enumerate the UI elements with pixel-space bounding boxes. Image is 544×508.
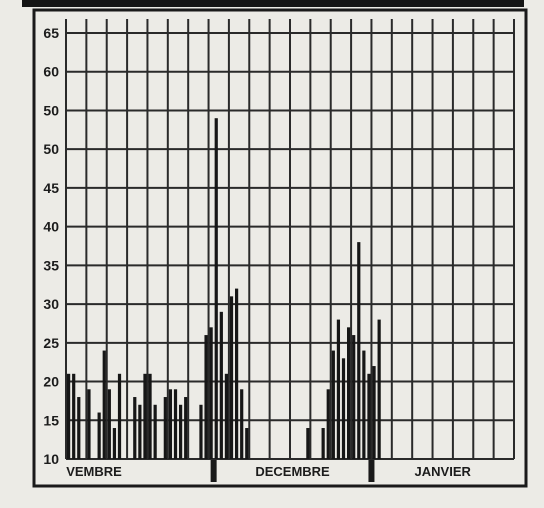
day-bar xyxy=(377,319,381,459)
month-separator xyxy=(210,460,217,482)
day-bar xyxy=(168,389,173,459)
y-tick-label: 40 xyxy=(43,219,59,235)
day-bar xyxy=(306,428,310,459)
day-bar xyxy=(331,350,335,459)
day-bar xyxy=(87,389,91,459)
day-bar xyxy=(219,311,223,459)
day-bar xyxy=(112,428,117,459)
y-tick-label: 65 xyxy=(43,25,59,41)
day-bar xyxy=(179,404,183,459)
day-bar xyxy=(138,404,142,459)
day-bar xyxy=(326,389,330,459)
day-bar xyxy=(245,428,249,459)
day-bar xyxy=(77,397,81,459)
day-bar xyxy=(347,327,351,459)
y-axis-tick-labels: 10 15 20 25 30 35 40 45 50 50 60 65 xyxy=(43,25,59,467)
y-tick-label: 20 xyxy=(43,374,59,390)
chart-bars xyxy=(67,118,381,459)
chart-grid xyxy=(65,19,515,460)
y-tick-label: 35 xyxy=(43,257,59,273)
day-bar xyxy=(362,350,366,459)
y-tick-label: 45 xyxy=(43,180,59,196)
y-tick-label: 30 xyxy=(43,296,59,312)
y-tick-label: 60 xyxy=(43,64,59,80)
day-bar xyxy=(321,428,325,459)
month-separator xyxy=(368,460,375,482)
day-bar xyxy=(341,358,346,459)
top-banner xyxy=(22,0,524,7)
day-bar xyxy=(352,335,356,459)
day-bar xyxy=(367,373,371,459)
day-bar xyxy=(224,373,229,459)
y-tick-label: 10 xyxy=(43,451,59,467)
day-bar xyxy=(372,366,376,459)
day-bar xyxy=(143,373,147,459)
day-bar xyxy=(72,373,76,459)
month-label: VEMBRE xyxy=(66,464,122,479)
day-bar xyxy=(117,373,122,459)
day-bar xyxy=(184,397,188,459)
day-bar xyxy=(153,404,157,459)
y-tick-label: 15 xyxy=(43,412,59,428)
day-bar xyxy=(336,319,341,459)
day-bar xyxy=(163,397,167,459)
day-bar xyxy=(209,327,213,459)
month-labels: VEMBRE DECEMBRE JANVIER xyxy=(66,460,472,482)
day-bar xyxy=(199,404,203,459)
y-tick-label: 25 xyxy=(43,335,59,351)
day-bar xyxy=(229,296,234,459)
month-label: DECEMBRE xyxy=(255,464,330,479)
day-bar xyxy=(204,335,208,459)
day-bar xyxy=(173,389,178,459)
month-label: JANVIER xyxy=(415,464,472,479)
y-tick-label: 50 xyxy=(43,141,59,157)
day-bar xyxy=(133,397,137,459)
chart-frame xyxy=(32,8,528,488)
day-bar xyxy=(240,389,244,459)
day-bar xyxy=(102,350,106,459)
day-bar xyxy=(235,288,239,459)
day-bar xyxy=(67,373,71,459)
day-bar xyxy=(214,118,218,459)
day-bar xyxy=(148,373,152,459)
day-bar xyxy=(107,389,111,459)
day-bar xyxy=(357,242,361,459)
y-tick-label: 50 xyxy=(43,102,59,118)
day-bar xyxy=(97,412,101,459)
